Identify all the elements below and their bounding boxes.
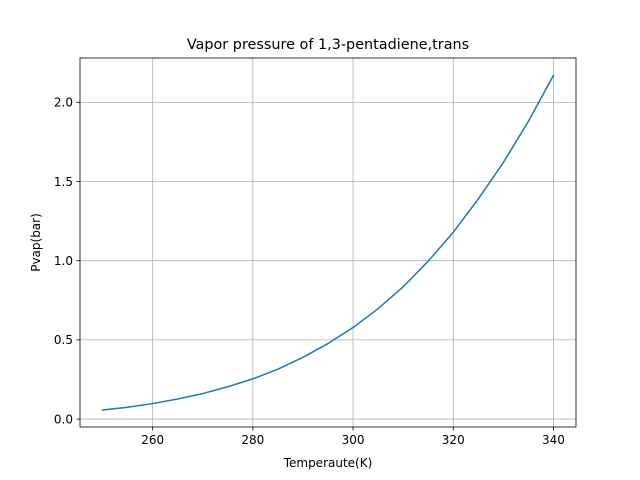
x-tick-label: 260 bbox=[141, 433, 164, 447]
chart-title: Vapor pressure of 1,3-pentadiene,trans bbox=[187, 37, 469, 53]
x-axis-label: Temperaute(K) bbox=[283, 456, 373, 470]
y-tick-label: 1.0 bbox=[54, 254, 73, 268]
y-axis-label: Pvap(bar) bbox=[29, 213, 43, 272]
y-tick-label: 1.5 bbox=[54, 175, 73, 189]
plot-frame bbox=[79, 57, 577, 428]
series-line bbox=[101, 74, 555, 411]
grid bbox=[80, 58, 576, 427]
x-tick-label: 300 bbox=[342, 433, 365, 447]
series-layer bbox=[101, 74, 555, 411]
x-tick-label: 280 bbox=[241, 433, 264, 447]
x-tick-label: 320 bbox=[442, 433, 465, 447]
y-tick-label: 0.5 bbox=[54, 333, 73, 347]
y-tick-label: 0.0 bbox=[54, 412, 73, 426]
y-tick-label: 2.0 bbox=[54, 96, 73, 110]
ticks: 260 280 300 320 340 0.0 0.5 1.0 1.5 2.0 bbox=[54, 96, 565, 447]
x-tick-label: 340 bbox=[542, 433, 565, 447]
